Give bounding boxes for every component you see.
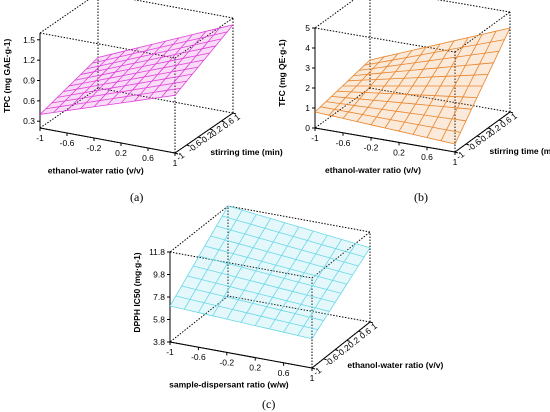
z-tick-label: 0.3	[23, 116, 35, 126]
z-tick-label: 3	[305, 63, 310, 73]
z-tick-label: 0.9	[23, 76, 35, 86]
caption-a: (a)	[130, 190, 143, 205]
box-edge	[98, 0, 233, 18]
x-tick-label: -0.6	[336, 138, 351, 148]
z-tick-label: 11.8	[149, 247, 165, 257]
x-tick-label: -0.6	[191, 352, 206, 362]
z-axis-title: TPC (mg GAE·g-1)	[2, 39, 12, 113]
x-tick-label: -1	[36, 133, 44, 143]
z-tick-label: 3.8	[153, 337, 165, 347]
caption-c: (c)	[262, 397, 275, 412]
x-tick-label: -0.2	[87, 143, 102, 153]
x-tick-label: -0.2	[219, 357, 234, 367]
z-axis-title: DPPH IC50 (mg·g-1)	[132, 252, 142, 332]
z-tick-label: 2	[305, 83, 310, 93]
z-tick-label: 0.6	[23, 96, 35, 106]
caption-b: (b)	[414, 190, 428, 205]
chart-panel-3: -1-0.6-0.20.20.61-1-0.6-0.20.20.613.85.8…	[132, 206, 443, 390]
z-axis-title: TFC (mg QE·g-1)	[277, 39, 287, 107]
x-tick-label: 0.2	[249, 363, 261, 373]
x-axis-title: ethanol-water ratio (v/v)	[48, 165, 144, 175]
y-tick-label: 1	[369, 321, 379, 332]
z-tick-label: 1.2	[23, 55, 35, 65]
box-edge	[315, 0, 370, 28]
x-tick-label: 0.2	[115, 148, 127, 158]
z-tick-label: 4	[305, 43, 310, 53]
box-edge	[370, 0, 510, 12]
x-tick-label: -1	[311, 133, 319, 143]
z-tick-label: 5	[305, 23, 310, 33]
z-tick-label: 9.8	[153, 270, 165, 280]
x-axis-title: ethanol-water ratio (v/v)	[325, 165, 421, 175]
x-tick-label: 0.6	[142, 153, 154, 163]
z-tick-label: 7.8	[153, 292, 165, 302]
z-tick-label: 5.8	[153, 315, 165, 325]
x-tick-label: 0.6	[421, 152, 433, 162]
y-axis-title: stirring time (min)	[210, 147, 282, 157]
x-tick-label: 0.2	[393, 147, 405, 157]
x-tick-label: -0.6	[60, 138, 75, 148]
y-axis-title: stirring time (min)	[490, 146, 550, 156]
y-axis-title: ethanol-water ratio (v/v)	[347, 360, 443, 370]
x-tick-label: -0.2	[364, 143, 379, 153]
x-axis-title: sample-dispersant ratio (w/w)	[169, 380, 289, 390]
y-tick-label: 0.6	[357, 325, 373, 340]
z-tick-label: 1.5	[23, 35, 35, 45]
z-tick-label: 1	[305, 103, 310, 113]
x-tick-label: -1	[166, 347, 174, 357]
x-tick-label: 0.6	[278, 368, 290, 378]
box-edge	[40, 0, 98, 33]
z-tick-label: 0	[305, 123, 310, 133]
